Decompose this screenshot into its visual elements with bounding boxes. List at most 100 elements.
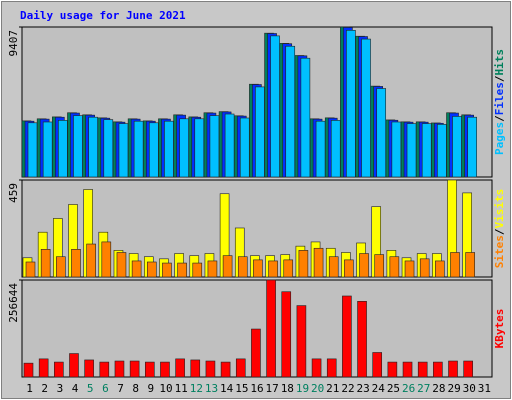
bar: [372, 352, 383, 378]
x-tick-label: 7: [117, 382, 124, 395]
bar: [452, 116, 462, 178]
x-tick-label: 21: [326, 382, 339, 395]
bar: [344, 259, 354, 278]
bar: [54, 361, 64, 378]
bar: [99, 361, 110, 378]
bar: [328, 256, 339, 278]
bar: [435, 260, 445, 278]
y-tick-label: 256644: [7, 283, 20, 323]
x-tick-label: 10: [159, 382, 172, 395]
x-tick-label: 6: [102, 382, 109, 395]
legend-separator: /: [493, 115, 506, 122]
legend-entry: Pages: [493, 122, 506, 155]
x-tick-label: 27: [417, 382, 430, 395]
bar: [311, 358, 322, 378]
bar: [346, 30, 356, 178]
x-tick-label: 22: [341, 382, 354, 395]
x-tick-label: 19: [296, 382, 309, 395]
legend-separator: /: [493, 75, 506, 82]
bar: [209, 115, 220, 178]
legend: Sites/Visits: [493, 189, 506, 269]
bar: [391, 121, 402, 178]
bar: [177, 262, 187, 278]
bar: [389, 256, 400, 278]
legend-separator: /: [493, 228, 506, 235]
bar: [58, 120, 68, 178]
bar: [359, 253, 369, 278]
bar: [281, 291, 292, 378]
bar: [419, 258, 430, 278]
bar: [266, 279, 276, 378]
bar: [146, 261, 157, 278]
bar: [207, 260, 218, 278]
bar: [313, 247, 324, 278]
bar: [298, 250, 309, 278]
bar: [101, 241, 112, 278]
bar: [103, 119, 114, 178]
bar: [437, 124, 447, 178]
bar: [25, 261, 36, 278]
bar: [222, 255, 233, 278]
bar: [192, 262, 203, 278]
bar: [463, 360, 473, 378]
bar: [224, 113, 235, 178]
bar: [417, 361, 428, 378]
bar: [404, 260, 415, 278]
x-tick-label: 3: [57, 382, 64, 395]
legend: KBytes: [493, 309, 506, 349]
x-tick-label: 24: [372, 382, 386, 395]
bar: [56, 256, 66, 278]
bar: [361, 38, 371, 178]
bar: [448, 360, 458, 378]
bar: [148, 122, 159, 178]
bar: [27, 122, 38, 178]
bar: [88, 116, 98, 178]
bar: [237, 256, 248, 278]
bar: [133, 120, 144, 178]
x-tick-label: 13: [205, 382, 218, 395]
bar: [315, 120, 326, 178]
bar: [251, 328, 261, 378]
y-tick-label: 9407: [7, 30, 20, 57]
x-tick-label: 17: [266, 382, 279, 395]
bar: [179, 118, 189, 178]
bar: [387, 361, 398, 378]
x-tick-label: 2: [41, 382, 48, 395]
bar: [175, 358, 185, 378]
bar: [164, 120, 174, 178]
bar: [239, 117, 250, 178]
bar: [465, 252, 475, 278]
legend-entry: Hits: [493, 49, 506, 76]
bar: [38, 358, 49, 378]
x-tick-label: 15: [235, 382, 248, 395]
bar: [73, 115, 83, 178]
chart-title: Daily usage for June 2021: [20, 9, 186, 22]
bar: [160, 361, 170, 378]
bar: [300, 57, 311, 178]
bar: [433, 361, 443, 378]
bar: [235, 358, 246, 378]
x-tick-label: 31: [478, 382, 491, 395]
bar: [118, 123, 129, 178]
bar: [357, 301, 367, 378]
bar: [162, 262, 172, 278]
bar: [131, 260, 142, 278]
y-tick-label: 459: [7, 183, 20, 203]
bar: [190, 359, 201, 378]
bar: [342, 295, 352, 378]
bar: [220, 361, 231, 378]
legend: Pages/Files/Hits: [493, 49, 506, 155]
bar: [205, 360, 216, 378]
bar: [42, 121, 53, 178]
x-tick-label: 29: [447, 382, 460, 395]
bar: [40, 249, 51, 278]
bar: [194, 118, 205, 178]
bar: [450, 252, 460, 278]
bar: [84, 359, 94, 378]
x-tick-label: 20: [311, 382, 324, 395]
bar: [296, 305, 307, 378]
x-tick-label: 28: [432, 382, 445, 395]
x-tick-label: 9: [148, 382, 155, 395]
